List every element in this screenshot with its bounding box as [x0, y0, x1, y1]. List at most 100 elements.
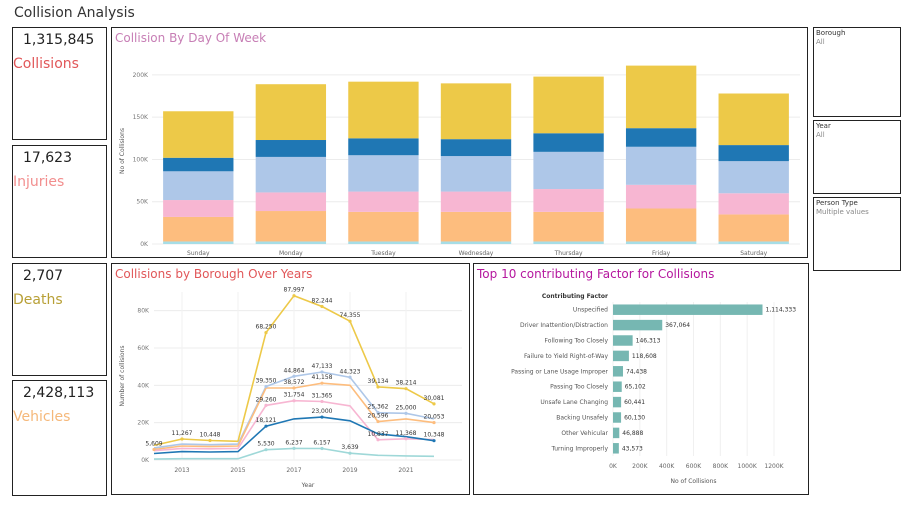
data-label: 20,596: [368, 413, 389, 420]
data-point: [264, 424, 268, 428]
data-point: [320, 304, 324, 309]
borough-filter[interactable]: Borough All: [813, 27, 901, 117]
category-label: Driver Inattention/Distraction: [520, 322, 608, 329]
data-label: 11,267: [172, 430, 193, 437]
category-label: Failure to Yield Right-of-Way: [524, 353, 608, 360]
bar-segment: [718, 241, 789, 244]
filter-value[interactable]: Multiple values: [816, 208, 869, 216]
data-point: [432, 439, 436, 443]
data-label: 47,133: [312, 363, 333, 370]
bar-segment: [348, 211, 419, 242]
bar-segment: [718, 161, 789, 194]
y-tick-label: 0K: [140, 241, 149, 248]
bar-segment: [163, 241, 234, 244]
data-label: 10,837: [368, 431, 389, 438]
data-label: 38,572: [284, 379, 305, 386]
data-label: 23,000: [312, 408, 333, 415]
kpi-deaths-card[interactable]: 2,707 Deaths: [12, 263, 107, 376]
data-label: 74,355: [340, 312, 361, 319]
bar-segment: [163, 200, 234, 217]
y-tick-label: 80K: [137, 308, 150, 315]
data-label: 5,530: [257, 441, 274, 448]
bar: [613, 335, 633, 346]
bar-segment: [625, 241, 697, 244]
category-label: Following Too Closely: [545, 338, 609, 345]
value-label: 43,573: [622, 445, 643, 452]
bar-segment: [533, 211, 604, 242]
data-point: [432, 420, 436, 425]
data-point: [404, 437, 408, 441]
data-point: [320, 399, 324, 404]
bar-segment: [255, 84, 327, 141]
y-axis-label: Number of collisions: [119, 345, 126, 406]
data-point: [376, 411, 380, 415]
bar-segment: [348, 191, 419, 212]
x-tick-label: Saturday: [740, 250, 767, 257]
data-point: [208, 438, 212, 443]
x-tick-label: Thursday: [554, 250, 583, 257]
data-point: [376, 438, 380, 442]
data-label: 39,134: [368, 378, 389, 385]
person-type-filter[interactable]: Person Type Multiple values: [813, 197, 901, 271]
data-point: [348, 375, 352, 379]
filter-value[interactable]: All: [816, 38, 825, 46]
day-of-week-chart: 0K 50K 100K 150K 200K No of Collisions Sunday M…: [119, 65, 800, 257]
data-point: [348, 319, 352, 323]
x-tick-label: 0K: [609, 463, 618, 470]
x-tick-label: Friday: [652, 250, 671, 257]
data-label: 31,365: [312, 392, 333, 399]
year-filter[interactable]: Year All: [813, 120, 901, 194]
y-tick-label: 20K: [137, 420, 150, 427]
data-label: 25,000: [396, 404, 417, 411]
data-label: 25,362: [368, 404, 389, 411]
bar-segment: [718, 193, 789, 215]
bar-segment: [533, 241, 604, 244]
category-label: Other Vehicular: [561, 430, 608, 437]
bar-segment: [440, 241, 512, 244]
kpi-label: Injuries: [13, 174, 65, 190]
x-tick-label: Sunday: [187, 250, 210, 257]
x-tick-label: 2021: [398, 467, 413, 474]
x-tick-label: 2017: [286, 467, 301, 474]
x-tick-label: 2015: [230, 467, 245, 474]
data-label: 38,214: [396, 380, 417, 387]
data-label: 18,121: [256, 417, 277, 424]
bar-segment: [440, 156, 512, 192]
category-label: Turning Improperly: [550, 445, 608, 452]
x-axis-label: Year: [301, 482, 315, 489]
category-header: Contributing Factor: [542, 293, 608, 300]
data-point: [404, 387, 408, 391]
x-tick-label: 2013: [174, 467, 189, 474]
category-label: Unsafe Lane Changing: [540, 399, 608, 406]
filter-label: Person Type: [816, 199, 858, 207]
filter-value[interactable]: All: [816, 131, 825, 139]
data-point: [376, 419, 380, 424]
data-point: [432, 402, 436, 406]
bar-segment: [255, 241, 327, 244]
data-label: 68,250: [256, 324, 277, 331]
dashboard-title: Collision Analysis: [14, 5, 135, 21]
bar: [613, 319, 663, 331]
kpi-vehicles-card[interactable]: 2,428,113 Vehicles: [12, 380, 107, 496]
y-tick-label: 200K: [133, 72, 149, 79]
kpi-collisions-card[interactable]: 1,315,845 Collisions: [12, 27, 107, 140]
bar-segment: [440, 191, 512, 212]
kpi-value: 2,428,113: [23, 385, 95, 401]
data-point: [320, 370, 324, 374]
data-point: [292, 374, 296, 378]
data-label: 44,864: [284, 367, 305, 374]
bar-segment: [533, 76, 604, 134]
top-factors-chart: Contributing Factor 0K 200K 400K 600K 800K 100…: [511, 293, 796, 485]
chart-title: Top 10 contributing Factor for Collision…: [477, 267, 715, 281]
bar-segment: [625, 184, 697, 209]
x-tick-label: Monday: [279, 250, 303, 257]
kpi-injuries-card[interactable]: 17,623 Injuries: [12, 145, 107, 258]
bar-segment: [718, 145, 789, 162]
bar-segment: [163, 157, 234, 172]
borough-years-panel: Collisions by Borough Over Years 0K 20K 40…: [111, 263, 470, 495]
filter-label: Borough: [816, 29, 846, 37]
bar-segment: [718, 214, 789, 242]
kpi-label: Vehicles: [13, 409, 71, 425]
kpi-label: Collisions: [13, 56, 79, 72]
bar: [613, 412, 622, 423]
